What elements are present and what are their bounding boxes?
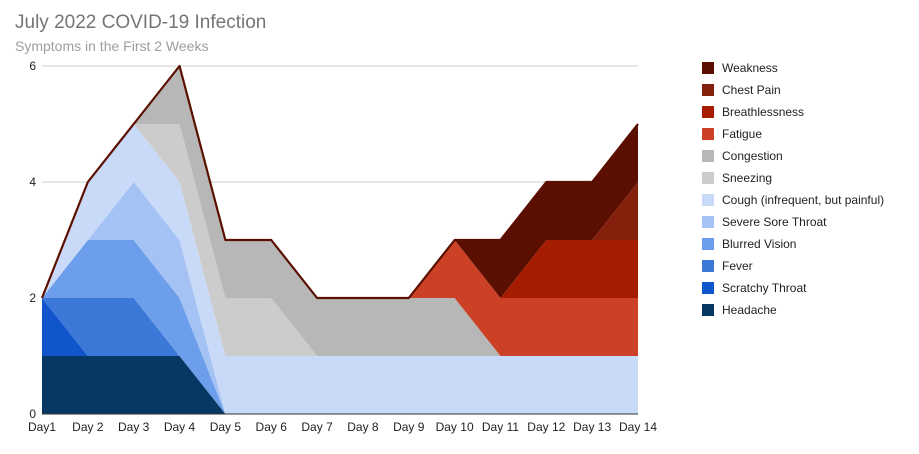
legend-swatch: [702, 194, 714, 206]
y-tick-label: 6: [29, 59, 36, 73]
legend-label: Congestion: [722, 149, 783, 163]
x-tick-label: Day 11: [482, 420, 519, 434]
legend-item-scratchy-throat[interactable]: Scratchy Throat: [702, 281, 807, 295]
legend-label: Severe Sore Throat: [722, 215, 827, 229]
x-tick-label: Day 12: [527, 420, 565, 434]
legend-label: Fever: [722, 259, 753, 273]
chart-subtitle: Symptoms in the First 2 Weeks: [15, 38, 208, 54]
y-tick-label: 4: [29, 175, 36, 189]
x-tick-label: Day 4: [164, 420, 196, 434]
total-line-layer: [40, 64, 639, 300]
area-congestion[interactable]: [42, 66, 638, 356]
legend-item-breathlessness[interactable]: Breathlessness: [702, 105, 804, 119]
legend-item-blurred-vision[interactable]: Blurred Vision: [702, 237, 796, 251]
legend-swatch: [702, 282, 714, 294]
legend-swatch: [702, 260, 714, 272]
legend-item-fatigue[interactable]: Fatigue: [702, 127, 762, 141]
x-tick-label: Day 9: [393, 420, 425, 434]
legend-swatch: [702, 150, 714, 162]
total-line: [40, 64, 639, 300]
legend-swatch: [702, 106, 714, 118]
legend-label: Blurred Vision: [722, 237, 796, 251]
legend-label: Cough (infrequent, but painful): [722, 193, 884, 207]
legend-label: Chest Pain: [722, 83, 781, 97]
legend-label: Breathlessness: [722, 105, 804, 119]
legend-item-cough-infrequent-but-painful[interactable]: Cough (infrequent, but painful): [702, 193, 884, 207]
area-sneezing[interactable]: [42, 124, 638, 356]
legend-swatch: [702, 304, 714, 316]
x-tick-label: Day 13: [573, 420, 611, 434]
area-breathlessness[interactable]: [42, 66, 638, 298]
x-tick-label: Day 10: [436, 420, 474, 434]
legend-label: Headache: [722, 303, 777, 317]
plot-areas: [42, 66, 638, 414]
x-tick-label: Day 14: [619, 420, 657, 434]
legend-item-chest-pain[interactable]: Chest Pain: [702, 83, 781, 97]
legend-label: Weakness: [722, 61, 778, 75]
area-headache[interactable]: [42, 356, 638, 414]
x-tick-label: Day 6: [256, 420, 288, 434]
legend-item-severe-sore-throat[interactable]: Severe Sore Throat: [702, 215, 827, 229]
area-fever[interactable]: [42, 298, 638, 414]
x-tick-label: Day 2: [72, 420, 104, 434]
legend-label: Sneezing: [722, 171, 772, 185]
legend-swatch: [702, 238, 714, 250]
legend-item-headache[interactable]: Headache: [702, 303, 777, 317]
x-tick-label: Day 7: [301, 420, 333, 434]
area-fatigue[interactable]: [42, 66, 638, 356]
x-tick-label: Day 5: [210, 420, 242, 434]
legend-item-sneezing[interactable]: Sneezing: [702, 171, 772, 185]
legend-swatch: [702, 62, 714, 74]
legend-label: Fatigue: [722, 127, 762, 141]
legend-item-congestion[interactable]: Congestion: [702, 149, 783, 163]
legend-label: Scratchy Throat: [722, 281, 807, 295]
legend-swatch: [702, 128, 714, 140]
legend-swatch: [702, 216, 714, 228]
axes: 0 2 4 6 Day1 Day 2 Day 3 Day 4 Day 5 Day 6 Day 7 Da…: [28, 59, 657, 434]
x-tick-label: Day 8: [347, 420, 379, 434]
legend-item-fever[interactable]: Fever: [702, 259, 753, 273]
legend-item-weakness[interactable]: Weakness: [702, 61, 778, 75]
y-tick-label: 2: [29, 291, 36, 305]
y-tick-label: 0: [29, 407, 36, 421]
legend: Weakness Chest Pain Breathlessness Fatigue C…: [702, 61, 884, 317]
x-tick-label: Day 3: [118, 420, 150, 434]
chart-title: July 2022 COVID-19 Infection: [15, 12, 266, 33]
x-tick-label: Day1: [28, 420, 56, 434]
legend-swatch: [702, 172, 714, 184]
area-blurred-vision[interactable]: [42, 240, 638, 414]
legend-swatch: [702, 84, 714, 96]
